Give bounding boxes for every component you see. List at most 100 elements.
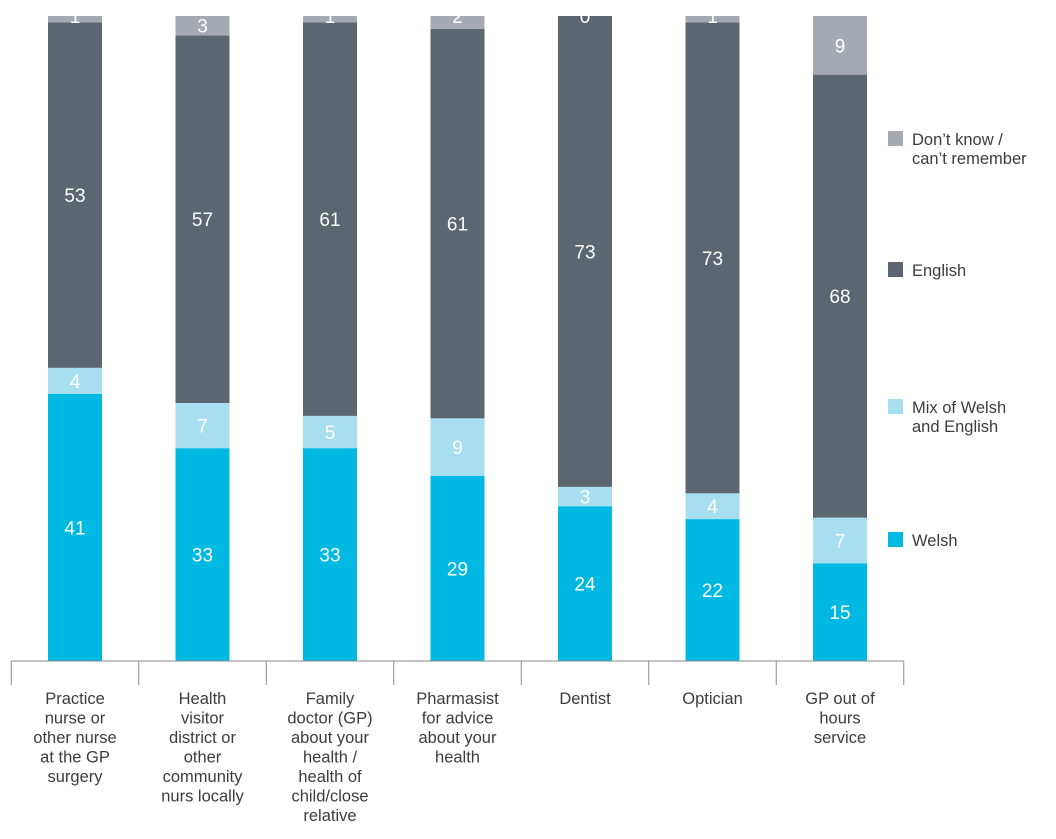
data-label: 68 (829, 287, 850, 308)
category-label-line: Health (179, 690, 227, 708)
bar-segment-mix-of-welsh-and-english-4 (430, 418, 485, 476)
bar-segment-welsh-6 (685, 519, 740, 661)
category-label-line: service (814, 729, 866, 747)
data-label: 73 (574, 242, 595, 263)
data-label: 29 (447, 559, 468, 580)
data-label: 41 (64, 518, 85, 539)
category-label-2: Health visitor district or other community nu… (161, 690, 244, 806)
bar-segment-mix-of-welsh-and-english-1 (48, 367, 102, 394)
category-label-line: other (184, 749, 222, 767)
category-label-line: hours (819, 710, 860, 728)
bar-segment-welsh-3 (303, 448, 357, 661)
data-label: 7 (197, 417, 208, 438)
bar-segment-mix-of-welsh-and-english-2 (175, 403, 230, 449)
bar-segment-english-1 (48, 22, 102, 368)
data-label: 3 (580, 488, 591, 509)
data-label: 33 (192, 546, 213, 567)
category-label-line: about your (291, 729, 369, 747)
data-label: 9 (835, 36, 846, 57)
legend-swatch-1 (888, 131, 903, 146)
category-label-line: Pharmasist (416, 690, 499, 708)
data-label: 0 (580, 7, 591, 28)
bar-segment-english-2 (175, 35, 230, 403)
bar-segment-don-t-know-can-t-remember-6 (685, 16, 740, 23)
category-label-line: district or (169, 729, 236, 747)
bar-segment-welsh-1 (48, 393, 102, 661)
legend-swatch-2 (888, 262, 903, 277)
category-label-line: at the GP (40, 749, 110, 767)
category-label-line: Practice (45, 690, 105, 708)
data-label: 15 (829, 603, 850, 624)
legend-label-line: Mix of Welsh (912, 399, 1006, 417)
bar-segment-don-t-know-can-t-remember-1 (48, 16, 102, 23)
data-label: 3 (197, 17, 208, 38)
category-label-line: Dentist (559, 690, 611, 708)
bars-group: 4145313375733356112996122437302247311576… (48, 7, 867, 661)
category-label-6: Optician (682, 690, 743, 708)
data-label: 4 (707, 497, 718, 518)
category-label-line: doctor (GP) (287, 710, 372, 728)
category-label-line: GP out of (805, 690, 875, 708)
data-label: 1 (707, 7, 718, 28)
data-label: 61 (447, 215, 468, 236)
legend-label-2: English (912, 262, 966, 280)
category-label-1: Practice nurse or other nurse at the GP surg… (33, 690, 116, 786)
category-label-3: Family doctor (GP) about your health / healt… (287, 690, 372, 825)
bar-segment-mix-of-welsh-and-english-5 (558, 486, 612, 507)
legend: Don’t know / can’t remember English Mix of … (888, 131, 1027, 550)
data-label: 2 (452, 7, 463, 28)
bar-segment-don-t-know-can-t-remember-4 (430, 16, 485, 29)
bar-segment-welsh-2 (175, 448, 230, 661)
category-label-line: for advice (422, 710, 494, 728)
category-labels: Practice nurse or other nurse at the GP surg… (33, 690, 875, 825)
category-label-line: community (163, 768, 244, 786)
legend-label-4: Welsh (912, 532, 958, 550)
data-label: 33 (319, 546, 340, 567)
bar-segment-don-t-know-can-t-remember-7 (813, 16, 867, 75)
x-axis (10, 660, 905, 685)
legend-swatch-3 (888, 399, 903, 414)
bar-segment-english-7 (813, 74, 867, 518)
legend-label-line: can’t remember (912, 150, 1027, 168)
data-label: 57 (192, 210, 213, 231)
bar-segment-mix-of-welsh-and-english-7 (813, 517, 867, 564)
bar-segment-mix-of-welsh-and-english-3 (303, 415, 357, 449)
category-label-line: Family (306, 690, 355, 708)
category-label-line: about your (419, 729, 497, 747)
bar-segment-english-3 (303, 22, 357, 416)
legend-label-line: and English (912, 418, 998, 436)
category-label-line: nurs locally (161, 788, 244, 806)
legend-label-line: English (912, 262, 966, 280)
bar-segment-welsh-4 (430, 475, 485, 661)
category-label-line: relative (303, 807, 356, 825)
bar-segment-don-t-know-can-t-remember-3 (303, 16, 357, 23)
data-label: 24 (574, 575, 596, 596)
bar-segment-mix-of-welsh-and-english-6 (685, 493, 740, 520)
category-label-line: visitor (181, 710, 225, 728)
data-label: 53 (64, 186, 85, 207)
category-label-line: child/close (291, 788, 368, 806)
category-label-line: health / (303, 749, 358, 767)
legend-label-1: Don’t know / can’t remember (912, 131, 1027, 168)
category-label-line: Optician (682, 690, 743, 708)
data-label: 4 (70, 372, 81, 393)
data-label: 1 (325, 7, 336, 28)
data-label: 1 (70, 7, 81, 28)
data-label: 7 (835, 531, 846, 552)
bar-segment-welsh-5 (558, 506, 612, 661)
legend-label-line: Welsh (912, 532, 958, 550)
bar-segment-don-t-know-can-t-remember-2 (175, 16, 230, 36)
category-label-line: health of (298, 768, 362, 786)
category-label-7: GP out of hours service (805, 690, 875, 747)
bar-segment-english-6 (685, 22, 740, 494)
legend-swatch-4 (888, 532, 903, 547)
bar-segment-welsh-7 (813, 563, 867, 661)
data-label: 5 (325, 423, 336, 444)
data-label: 61 (319, 210, 340, 231)
data-label: 22 (702, 581, 723, 602)
category-label-line: nurse or (45, 710, 106, 728)
category-label-line: surgery (47, 768, 103, 786)
category-label-5: Dentist (559, 690, 611, 708)
category-label-line: other nurse (33, 729, 116, 747)
